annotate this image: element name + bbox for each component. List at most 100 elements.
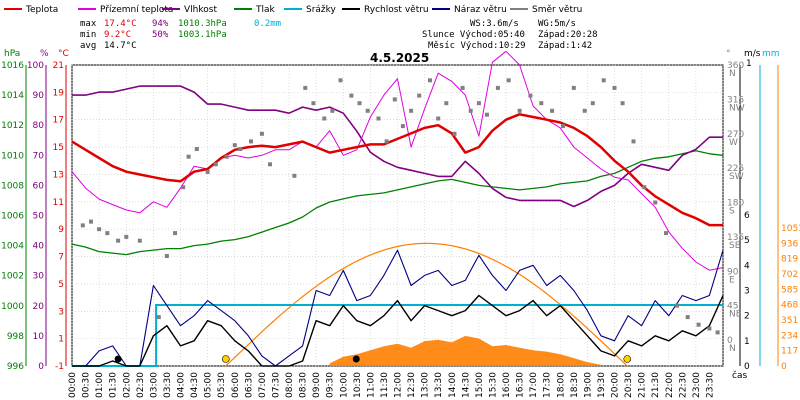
wind-direction-point	[664, 231, 668, 236]
wind-direction-point	[268, 162, 272, 167]
legend: Teplota Přízemní teplota Vlhkost Tlak Sr…	[4, 5, 582, 15]
tick-label-time: 06:30	[244, 372, 254, 398]
tick-label-time: 12:30	[407, 372, 417, 398]
unit-mm: mm	[762, 49, 780, 59]
chart-title: 4.5.2025	[370, 51, 429, 65]
tick-label-direction-compass: S	[729, 207, 735, 217]
wind-direction-point	[303, 85, 308, 90]
tick-label-direction-compass: W	[729, 138, 738, 148]
tick-label-time: 14:00	[448, 372, 458, 398]
wind-direction-point	[357, 101, 362, 106]
wind-direction-point	[181, 185, 186, 190]
wind-direction-point	[674, 303, 679, 308]
tick-label-hpa: 1000	[1, 302, 24, 312]
tick-label-hpa: 1014	[1, 91, 24, 101]
tick-label-direction: 180	[727, 199, 744, 209]
tick-label-pct: 70	[33, 151, 45, 161]
wind-direction-point	[631, 139, 636, 144]
tick-label-celsius: 17	[53, 116, 64, 126]
wind-direction-point	[468, 108, 473, 113]
tick-label-pct: 40	[33, 242, 45, 252]
tick-label-solar: 936	[781, 239, 798, 249]
wind-direction-point	[620, 101, 625, 106]
wind-direction-point	[642, 185, 647, 190]
tick-label-time: 08:30	[299, 372, 309, 398]
wind-direction-point	[97, 227, 102, 232]
legend-label-srazky: Srážky	[306, 5, 337, 15]
tick-label-hpa: 1010	[1, 151, 24, 161]
tick-label-time: 10:30	[353, 372, 363, 398]
wind-direction-point	[653, 200, 658, 205]
tick-label-direction: 0	[727, 336, 733, 346]
tick-label-time: 16:00	[502, 372, 512, 398]
wind-direction-point	[561, 124, 565, 129]
wind-direction-point	[116, 238, 121, 243]
tick-label-time: 01:00	[95, 372, 105, 398]
wind-direction-point	[612, 85, 617, 90]
tick-label-time: 04:30	[190, 372, 200, 398]
tick-label-ms: 4	[744, 261, 750, 271]
tick-label-time: 23:30	[705, 372, 715, 398]
legend-label-smer-vetru: Směr větru	[532, 5, 582, 15]
tick-label-hpa: 1002	[1, 272, 24, 282]
tick-label-celsius: 11	[53, 198, 64, 208]
tick-label-time: 10:00	[339, 372, 349, 398]
wind-direction-point	[506, 78, 511, 83]
info-sun: Slunce Východ:05:40	[422, 30, 525, 40]
tick-label-direction: 225	[727, 164, 744, 174]
tick-label-time: 12:00	[394, 372, 404, 398]
legend-label-rychlost-vetru: Rychlost větru	[364, 5, 429, 15]
wind-direction-point	[517, 108, 522, 113]
tick-label-time: 02:00	[122, 372, 132, 398]
tick-label-time: 09:30	[326, 372, 336, 398]
tick-label-ms: 1	[744, 337, 750, 347]
tick-label-time: 18:00	[556, 372, 566, 398]
wind-direction-point	[80, 223, 85, 228]
wind-direction-point	[205, 169, 210, 174]
legend-label-naraz-vetru: Náraz větru	[454, 5, 507, 15]
tick-label-ms: 3	[744, 287, 750, 297]
wind-direction-point	[249, 139, 253, 144]
stats-max-press: 1010.3hPa	[178, 19, 227, 29]
stats-min-label: min	[80, 30, 96, 40]
unit-celsius: °C	[58, 49, 69, 59]
tick-label-solar: 819	[781, 255, 798, 265]
series-line-srazky	[72, 304, 723, 367]
tick-label-time: 09:00	[312, 372, 322, 398]
wind-direction-point	[685, 315, 690, 320]
tick-label-time: 17:00	[529, 372, 539, 398]
tick-label-time: 14:30	[461, 372, 471, 398]
tick-label-celsius: 7	[58, 253, 64, 263]
wind-direction-point	[124, 234, 129, 239]
series-layer	[71, 50, 724, 367]
wind-direction-point	[707, 326, 712, 331]
series-line-rychlost-vetru	[72, 294, 724, 367]
tick-label-celsius: 5	[58, 280, 64, 290]
wind-direction-point	[365, 108, 370, 113]
tick-label-pct: 50	[33, 212, 45, 222]
legend-label-teplota: Teplota	[25, 5, 58, 15]
tick-label-celsius: 15	[53, 143, 64, 153]
tick-label-time: 13:00	[421, 372, 431, 398]
wind-direction-point	[550, 108, 555, 113]
stats-max-hum: 94%	[152, 19, 169, 29]
tick-label-time: 15:30	[488, 372, 498, 398]
wind-direction-point	[590, 101, 595, 106]
wind-direction-point	[292, 173, 297, 178]
tick-label-celsius: -1	[55, 362, 64, 372]
tick-label-time: 17:30	[543, 372, 553, 398]
wind-direction-point	[528, 93, 533, 98]
tick-label-time: 07:30	[271, 372, 281, 398]
wind-direction-point	[137, 238, 142, 243]
tick-label-time: 03:30	[163, 372, 173, 398]
sunrise-icon	[221, 355, 230, 363]
tick-label-hpa: 996	[7, 362, 24, 372]
info-ws: WS:3.6m/s	[470, 19, 519, 29]
tick-label-solar: 351	[781, 316, 798, 326]
series-line-tlak	[71, 150, 724, 256]
tick-label-hpa: 1016	[1, 61, 24, 71]
wind-direction-point	[409, 108, 414, 113]
moonrise-icon	[352, 355, 360, 363]
wind-direction-point	[582, 108, 587, 113]
